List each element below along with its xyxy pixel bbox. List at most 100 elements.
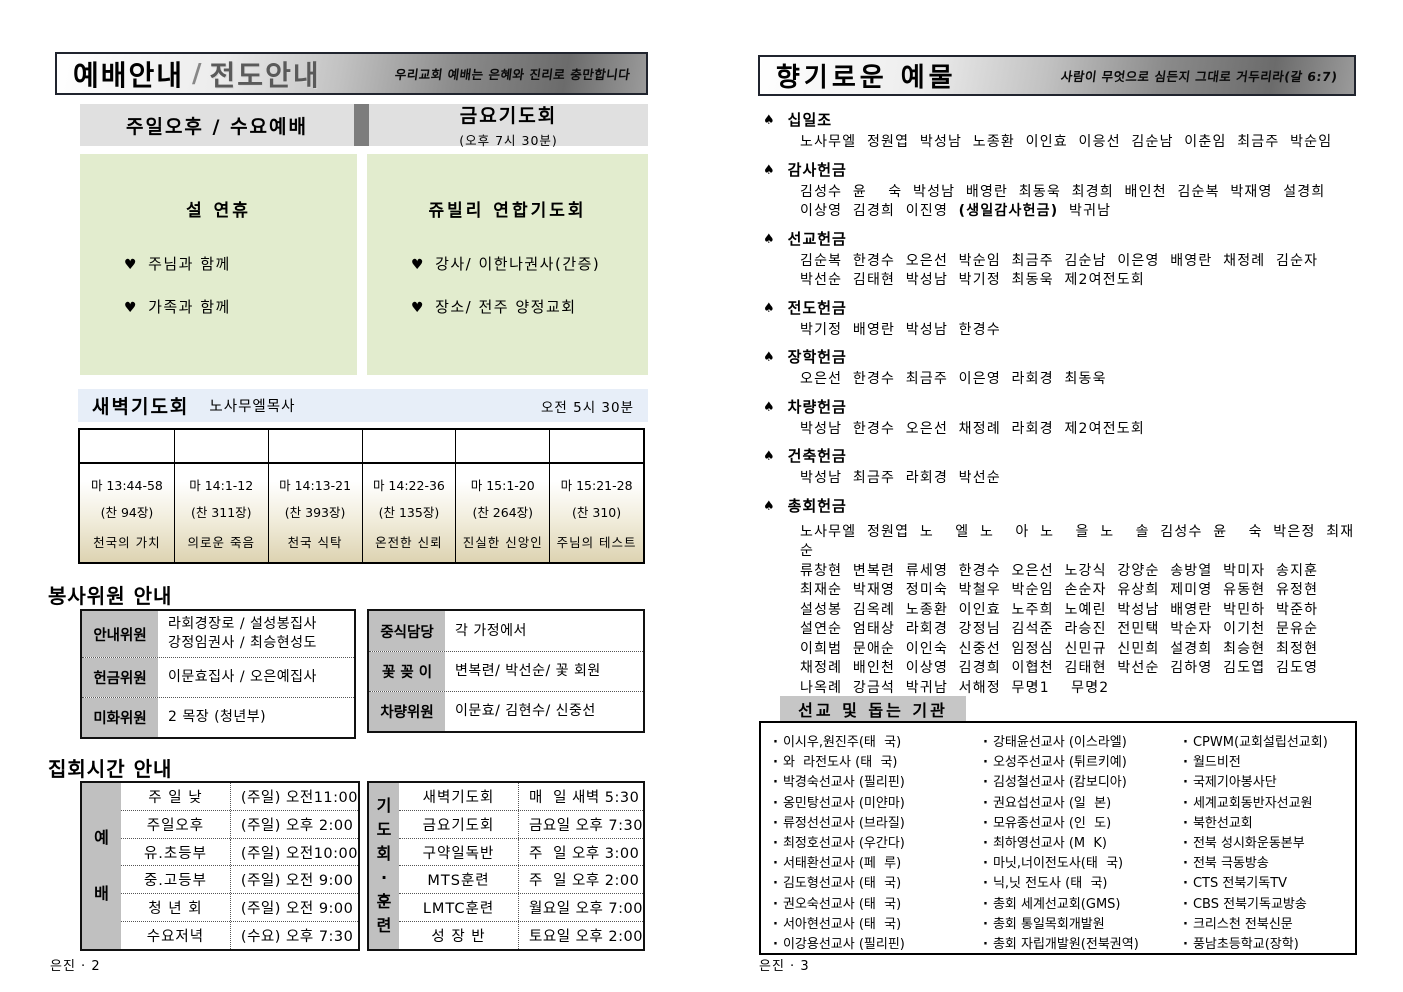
bullet-icon: · xyxy=(1183,795,1188,811)
dawn-hymn: (찬 94장) xyxy=(100,505,154,520)
volunteer-role-label: 중식담당 xyxy=(369,611,445,651)
dawn-prayer-time: 오전 5시 30분 xyxy=(540,399,634,416)
offering-name: 건축헌금 xyxy=(787,447,847,465)
offering-name: 차량헌금 xyxy=(787,397,847,416)
dawn-hymn: (찬 393장) xyxy=(284,505,346,520)
bullet-icon: · xyxy=(983,775,988,791)
offering-section-general-assembly: ♠ 총회헌금 노사무엘 정원엽 노 엘 노 아 노 을 노 솔 김성수 윤 숙 박… xyxy=(763,496,1357,699)
mission-item: · 총회 통일목회개발원 xyxy=(983,915,1183,935)
bullet-icon: · xyxy=(983,735,988,750)
bullet-icon: · xyxy=(983,856,988,872)
mission-item: · 류정선선교사 (브라질) xyxy=(773,814,983,834)
bullet-icon: · xyxy=(773,775,778,791)
offering-names-line: 김성수 윤 숙 박성남 배영란 최동욱 최경희 배인천 김순복 박재영 설경희 xyxy=(800,183,1326,200)
offering-names-line: 이상영 김경희 이진영 (생일감사헌금) 박귀남 xyxy=(800,203,1112,219)
volunteer-names: 각 가정에서 xyxy=(455,622,527,639)
dawn-day-header-row xyxy=(80,430,643,464)
spade-icon: ♠ xyxy=(763,113,776,128)
bullet-icon: · xyxy=(773,815,778,831)
dawn-theme: 온전한 신뢰 xyxy=(375,535,443,550)
offering-section-tithe: ♠ 십일조 노사무엘 정원엽 박성남 노종환 이인효 이응선 김순남 이춘임 최금… xyxy=(763,110,1357,153)
notice-items: ♥ 주님과 함께 ♥ 가족과 함께 xyxy=(124,253,357,317)
meeting-row: 주일오후 (주일) 오후 2:00 xyxy=(120,809,358,838)
offering-name: 십일조 xyxy=(787,111,833,129)
meeting-row: 청 년 회 (주일) 오전 9:00 xyxy=(120,893,358,922)
right-page-slogan: 사람이 무엇으로 심든지 그대로 거두리라(갈 6:7) xyxy=(1060,69,1339,84)
notice-item: ♥ 가족과 함께 xyxy=(124,298,231,316)
dawn-prayer-title: 새벽기도회 xyxy=(92,396,190,418)
dawn-day-header xyxy=(173,430,268,462)
meetings-group-label: 기 도 회 · 훈 련 xyxy=(376,796,392,935)
volunteer-row: 미화위원 2 목장 (청년부) xyxy=(82,697,354,737)
mission-item: · 오성주선교사 (튀르키예) xyxy=(983,753,1183,773)
bullet-icon: · xyxy=(983,755,988,771)
bullet-icon: · xyxy=(983,916,988,932)
bullet-icon: · xyxy=(983,937,988,953)
meeting-row: 구약일독반 주 일 오후 3:00 xyxy=(399,837,643,866)
bullet-icon: · xyxy=(773,896,778,912)
offering-names-line: 오은선 한경수 최금주 이은영 라회경 최동욱 xyxy=(800,371,1107,387)
offering-names-line: 박기정 배영란 박성남 한경수 xyxy=(800,321,1001,338)
meeting-row: 수요저녁 (수요) 오후 7:30 xyxy=(120,921,358,949)
offering-names-line: 설연순 엄태상 라회경 강정님 김석준 라승진 전민택 박순자 이기천 문유순 xyxy=(800,621,1319,637)
offering-names-line: 박성남 한경수 오은선 채정례 라회경 제2여전도회 xyxy=(800,420,1145,437)
meeting-time: (주일) 오전10:00 xyxy=(240,845,358,862)
bullet-icon: · xyxy=(1183,937,1188,953)
mission-item: · 김성철선교사 (캄보디아) xyxy=(983,773,1183,793)
offering-names-line: 박성남 최금주 라회경 박선순 xyxy=(800,470,1001,486)
dawn-verse: 마 13:44-58 xyxy=(90,478,163,493)
meeting-name: 구약일독반 xyxy=(399,838,520,866)
mission-item: · 총회 세계선교회(GMS) xyxy=(983,895,1183,915)
volunteer-role-label: 미화위원 xyxy=(82,698,158,737)
meeting-time: (주일) 오전 9:00 xyxy=(240,873,354,890)
missions-column-3: · CPWM(교회설립선교회) · 월드비전 · 국제기아봉사단 · 세계교회동반자선교원 · 북… xyxy=(1183,733,1355,955)
offering-names-line: 최재순 박재영 정미숙 박철우 박순임 손순자 유상희 제미영 유동현 유정현 xyxy=(800,582,1319,598)
mission-item: · CBS 전북기독교방송 xyxy=(1183,895,1355,915)
mission-item: · 닉,닛 전도사 (태 국) xyxy=(983,874,1183,894)
mission-item: · 서아현선교사 (태 국) xyxy=(773,915,983,935)
meeting-rows: 주 일 낮 (주일) 오전11:00 주일오후 (주일) 오후 2:00 유.초… xyxy=(120,783,358,949)
banner-left-label: 주일오후 / 수요예배 xyxy=(125,115,308,138)
banner-divider xyxy=(354,104,369,146)
dawn-day-header xyxy=(455,430,549,462)
meeting-row: 새벽기도회 매 일 새벽 5:30 xyxy=(399,783,643,810)
meeting-row: 성 장 반 토요일 오후 2:00 xyxy=(399,921,643,949)
meeting-name: 성 장 반 xyxy=(399,922,520,949)
missions-section-title: 선교 및 돕는 기관 xyxy=(780,696,966,721)
meeting-time: (수요) 오후 7:30 xyxy=(240,929,354,946)
mission-item: · 권오숙선교사 (태 국) xyxy=(773,895,983,915)
offering-name: 총회헌금 xyxy=(787,496,847,515)
bullet-icon: · xyxy=(983,836,988,852)
heart-icon: ♥ xyxy=(411,300,426,316)
volunteer-row: 중식담당 각 가정에서 xyxy=(369,611,643,651)
meeting-time: (주일) 오후 2:00 xyxy=(240,817,354,834)
meeting-row: 유.초등부 (주일) 오전10:00 xyxy=(120,837,358,866)
right-page-header: 향기로운 예물 사람이 무엇으로 심든지 그대로 거두리라(갈 6:7) xyxy=(758,55,1356,96)
notice-box-jubilee: 쥬빌리 연합기도회 ♥ 강사/ 이한나권사(간증) ♥ 장소/ 전주 양정교회 xyxy=(367,154,648,375)
left-page-title: 예배안내 xyxy=(73,58,185,92)
right-page-footer: 은진 · 3 xyxy=(759,959,810,974)
offering-section-mission: ♠ 선교헌금 김순복 한경수 오은선 박순임 최금주 김순남 이은영 배영란 채정… xyxy=(763,229,1357,291)
notice-item: ♥ 강사/ 이한나권사(간증) xyxy=(411,255,601,273)
meeting-name: 주 일 낮 xyxy=(121,783,231,810)
title-slash: / xyxy=(192,58,202,89)
offering-names-line: 설성봉 김옥례 노종환 이인효 노주희 노예린 박성남 배영란 박민하 박준하 xyxy=(800,601,1319,618)
meeting-time: 주 일 오후 3:00 xyxy=(529,845,640,862)
volunteers-table-left: 안내위원 라회경장로 / 설성봉집사 강정임권사 / 최승현성도 헌금위원 이문… xyxy=(80,609,356,739)
offerings-list: ♠ 십일조 노사무엘 정원엽 박성남 노종환 이인효 이응선 김순남 이춘임 최금… xyxy=(763,110,1357,705)
volunteer-row: 차량위원 이문효/ 김현수/ 신중선 xyxy=(369,691,643,731)
mission-item: · 국제기아봉사단 xyxy=(1183,773,1355,793)
notice-items: ♥ 강사/ 이한나권사(간증) ♥ 장소/ 전주 양정교회 xyxy=(411,253,648,317)
spade-icon: ♠ xyxy=(763,162,776,178)
bullet-icon: · xyxy=(1183,856,1188,872)
bullet-icon: · xyxy=(1183,876,1188,892)
meeting-time: 금요일 오후 7:30 xyxy=(529,817,643,834)
meetings-group-label: 예 배 xyxy=(94,828,109,903)
offering-section-scholarship: ♠ 장학헌금 오은선 한경수 최금주 이은영 라회경 최동욱 xyxy=(763,347,1357,390)
meeting-name: 유.초등부 xyxy=(121,838,231,866)
volunteer-row: 헌금위원 이문효집사 / 오은예집사 xyxy=(82,657,354,697)
mission-item: · 옹민탕선교사 (미얀마) xyxy=(773,794,983,814)
notice-item: ♥ 장소/ 전주 양정교회 xyxy=(411,298,577,316)
dawn-hymn: (찬 311장) xyxy=(190,505,252,520)
spade-icon: ♠ xyxy=(763,498,776,514)
